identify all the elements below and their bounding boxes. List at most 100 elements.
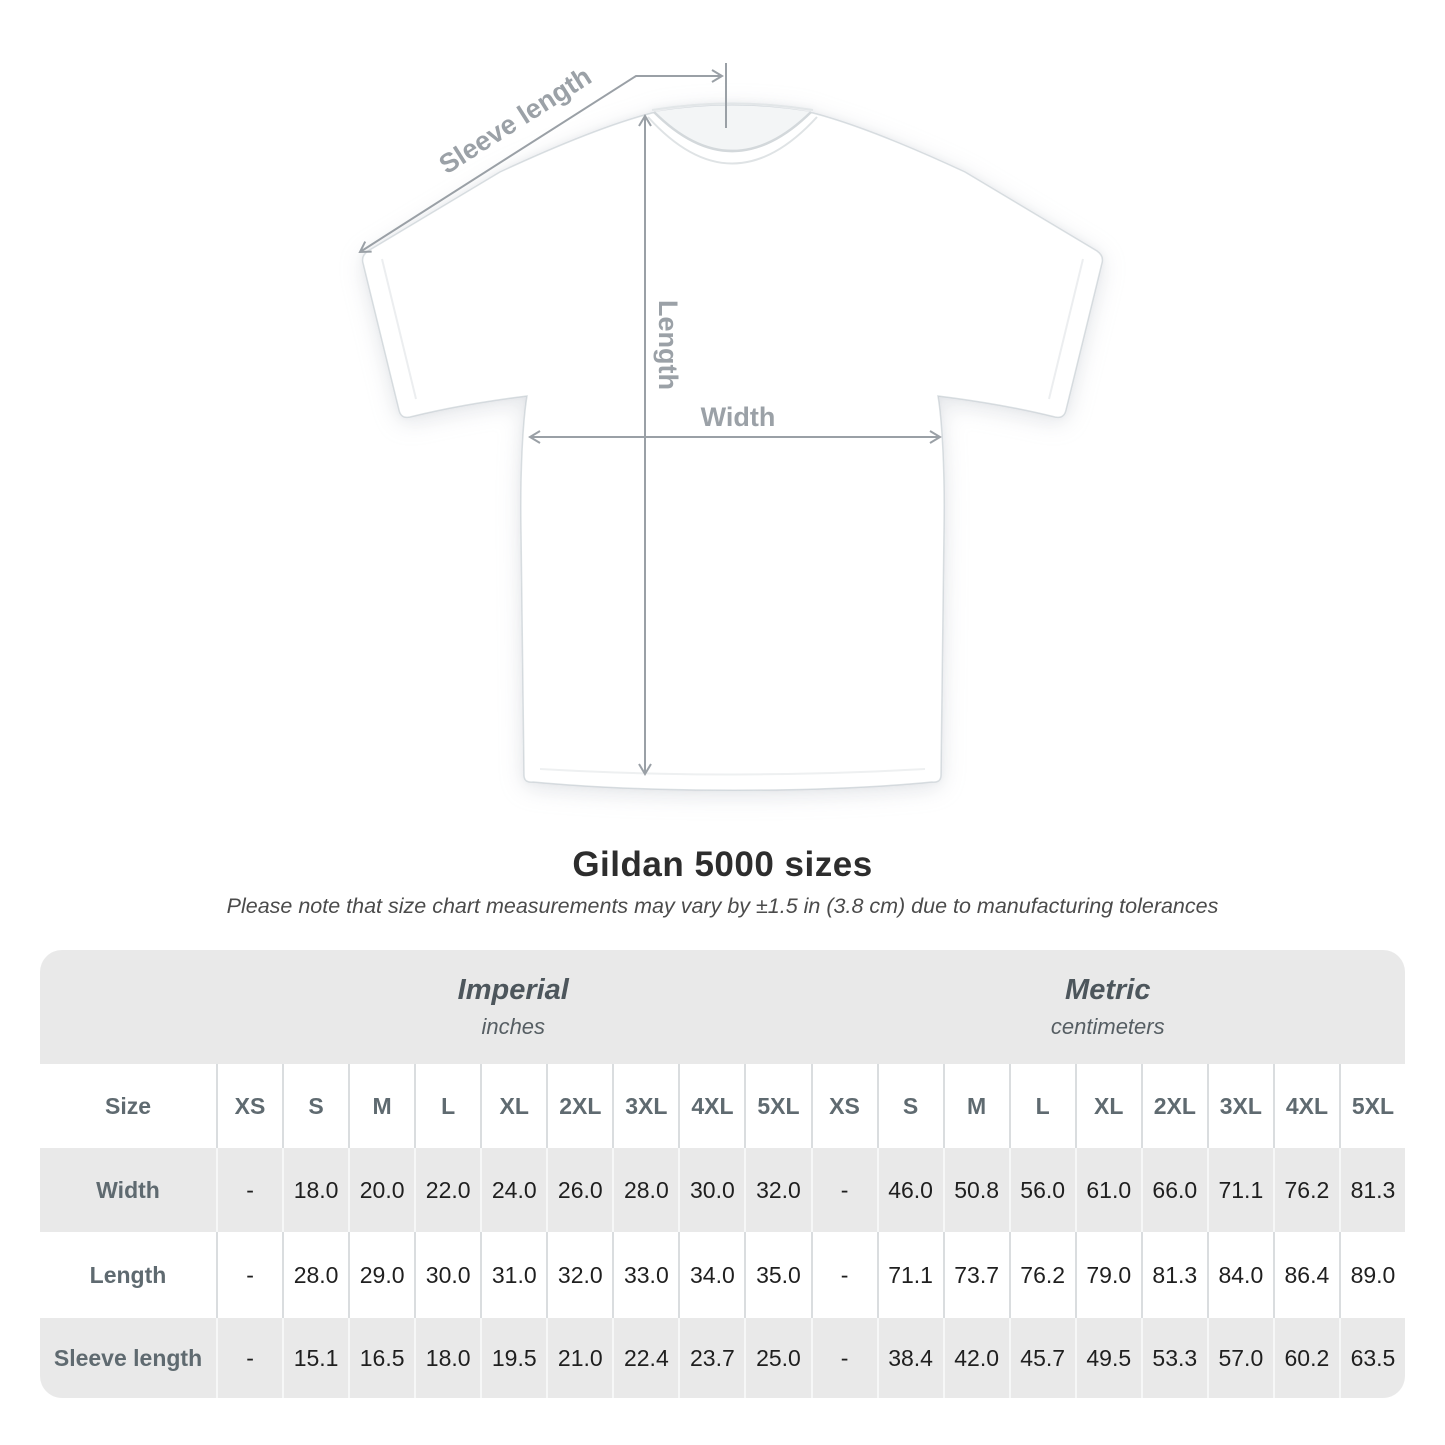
size-col-header: Size bbox=[104, 1092, 152, 1119]
value-cell: - bbox=[216, 1318, 282, 1398]
size-header-imperial-5xl: 5XL bbox=[744, 1064, 810, 1148]
value-cell: 28.0 bbox=[612, 1148, 678, 1232]
value-cell: 24.0 bbox=[480, 1148, 546, 1232]
size-header-imperial-4xl: 4XL bbox=[678, 1064, 744, 1148]
table-row-width: Width -18.0 20.0 22.0 24.0 26.0 28.0 30.0 32.0-4… bbox=[40, 1148, 1405, 1232]
size-header-metric-m: M bbox=[942, 1064, 1009, 1148]
tshirt-body bbox=[361, 104, 1104, 791]
value-cell: 73.7 bbox=[942, 1232, 1009, 1318]
metric-title: Metric bbox=[1065, 974, 1151, 1006]
imperial-title: Imperial bbox=[457, 974, 569, 1006]
length-label: Length bbox=[653, 300, 683, 390]
metric-unit: centimeters bbox=[1050, 1014, 1165, 1039]
size-table: Imperial inches Metric centimeters Size … bbox=[40, 950, 1405, 1398]
value-cell: 26.0 bbox=[546, 1148, 612, 1232]
value-cell: - bbox=[810, 1232, 877, 1318]
value-cell: 18.0 bbox=[282, 1148, 348, 1232]
row-label: Length bbox=[89, 1261, 167, 1288]
right-cuff-stitch bbox=[1048, 258, 1084, 400]
value-cell: 56.0 bbox=[1008, 1148, 1075, 1232]
title-block: Gildan 5000 sizes Please note that size … bbox=[0, 845, 1445, 919]
size-header-imperial-l: L bbox=[414, 1064, 480, 1148]
value-cell: - bbox=[810, 1318, 877, 1398]
imperial-unit: inches bbox=[481, 1014, 546, 1039]
value-cell: 81.3 bbox=[1140, 1232, 1207, 1318]
row-label: Sleeve length bbox=[53, 1344, 203, 1371]
page-title: Gildan 5000 sizes bbox=[572, 845, 873, 884]
measurement-arrows bbox=[358, 63, 942, 776]
value-cell: 33.0 bbox=[612, 1232, 678, 1318]
size-header-metric-xl: XL bbox=[1074, 1064, 1141, 1148]
size-header-metric-2xl: 2XL bbox=[1140, 1064, 1207, 1148]
value-cell: 60.2 bbox=[1272, 1318, 1339, 1398]
size-header-imperial-m: M bbox=[348, 1064, 414, 1148]
table-row-sleeve-length: Sleeve length -15.1 16.5 18.0 19.5 21.0 22.4 23… bbox=[40, 1318, 1405, 1398]
value-cell: 29.0 bbox=[348, 1232, 414, 1318]
value-cell: 63.5 bbox=[1338, 1318, 1405, 1398]
tshirt-illustration bbox=[361, 102, 1104, 791]
value-cell: 22.0 bbox=[414, 1148, 480, 1232]
value-cell: 46.0 bbox=[876, 1148, 943, 1232]
value-cell: 21.0 bbox=[546, 1318, 612, 1398]
value-cell: 89.0 bbox=[1338, 1232, 1405, 1318]
tshirt-diagram: Sleeve length Length Width bbox=[358, 61, 1104, 791]
size-header-metric-5xl: 5XL bbox=[1338, 1064, 1405, 1148]
size-header-imperial-2xl: 2XL bbox=[546, 1064, 612, 1148]
value-cell: 84.0 bbox=[1206, 1232, 1273, 1318]
tshirt-diagram-svg: Sleeve length Length Width bbox=[358, 61, 1104, 791]
value-cell: 71.1 bbox=[876, 1232, 943, 1318]
value-cell: 19.5 bbox=[480, 1318, 546, 1398]
value-cell: 53.3 bbox=[1140, 1318, 1207, 1398]
value-cell: 35.0 bbox=[744, 1232, 810, 1318]
value-cell: 20.0 bbox=[348, 1148, 414, 1232]
imperial-header: Imperial inches bbox=[216, 950, 811, 1064]
value-cell: 86.4 bbox=[1272, 1232, 1339, 1318]
unit-header-band: Imperial inches Metric centimeters bbox=[40, 950, 1405, 1064]
value-cell: 38.4 bbox=[876, 1318, 943, 1398]
value-cell: 28.0 bbox=[282, 1232, 348, 1318]
value-cell: 81.3 bbox=[1338, 1148, 1405, 1232]
row-label: Width bbox=[96, 1176, 160, 1203]
value-cell: 50.8 bbox=[942, 1148, 1009, 1232]
value-cell: 79.0 bbox=[1074, 1232, 1141, 1318]
size-header-metric-xs: XS bbox=[810, 1064, 877, 1148]
value-cell: 18.0 bbox=[414, 1318, 480, 1398]
value-cell: 45.7 bbox=[1008, 1318, 1075, 1398]
size-header-metric-l: L bbox=[1008, 1064, 1075, 1148]
value-cell: 34.0 bbox=[678, 1232, 744, 1318]
table-body: Size XS S M L XL 2XL 3XL 4XL 5XL XS S M L XL 2XL 3XL 4XL… bbox=[40, 1064, 1405, 1398]
size-header-imperial-xl: XL bbox=[480, 1064, 546, 1148]
value-cell: 76.2 bbox=[1008, 1232, 1075, 1318]
value-cell: 76.2 bbox=[1272, 1148, 1339, 1232]
value-cell: 15.1 bbox=[282, 1318, 348, 1398]
sleeve-length-arrow bbox=[358, 69, 724, 254]
value-cell: 49.5 bbox=[1074, 1318, 1141, 1398]
size-header-metric-3xl: 3XL bbox=[1206, 1064, 1273, 1148]
table-header-row: Size XS S M L XL 2XL 3XL 4XL 5XL XS S M L XL 2XL 3XL 4XL… bbox=[40, 1064, 1405, 1148]
size-header-metric-s: S bbox=[876, 1064, 943, 1148]
value-cell: 31.0 bbox=[480, 1232, 546, 1318]
table-row-length: Length -28.0 29.0 30.0 31.0 32.0 33.0 34.0 35.0-… bbox=[40, 1232, 1405, 1318]
size-header-metric-4xl: 4XL bbox=[1272, 1064, 1339, 1148]
value-cell: 42.0 bbox=[942, 1318, 1009, 1398]
value-cell: 61.0 bbox=[1074, 1148, 1141, 1232]
value-cell: 23.7 bbox=[678, 1318, 744, 1398]
value-cell: - bbox=[810, 1148, 877, 1232]
value-cell: - bbox=[216, 1148, 282, 1232]
value-cell: 32.0 bbox=[744, 1148, 810, 1232]
value-cell: - bbox=[216, 1232, 282, 1318]
value-cell: 16.5 bbox=[348, 1318, 414, 1398]
value-cell: 30.0 bbox=[678, 1148, 744, 1232]
left-cuff-stitch bbox=[381, 258, 417, 400]
value-cell: 32.0 bbox=[546, 1232, 612, 1318]
tolerance-note: Please note that size chart measurements… bbox=[226, 894, 1219, 918]
value-cell: 22.4 bbox=[612, 1318, 678, 1398]
width-label: Width bbox=[701, 402, 776, 432]
value-cell: 25.0 bbox=[744, 1318, 810, 1398]
size-header-imperial-xs: XS bbox=[216, 1064, 282, 1148]
value-cell: 57.0 bbox=[1206, 1318, 1273, 1398]
size-header-imperial-3xl: 3XL bbox=[612, 1064, 678, 1148]
hem-stitch bbox=[539, 768, 926, 776]
value-cell: 30.0 bbox=[414, 1232, 480, 1318]
